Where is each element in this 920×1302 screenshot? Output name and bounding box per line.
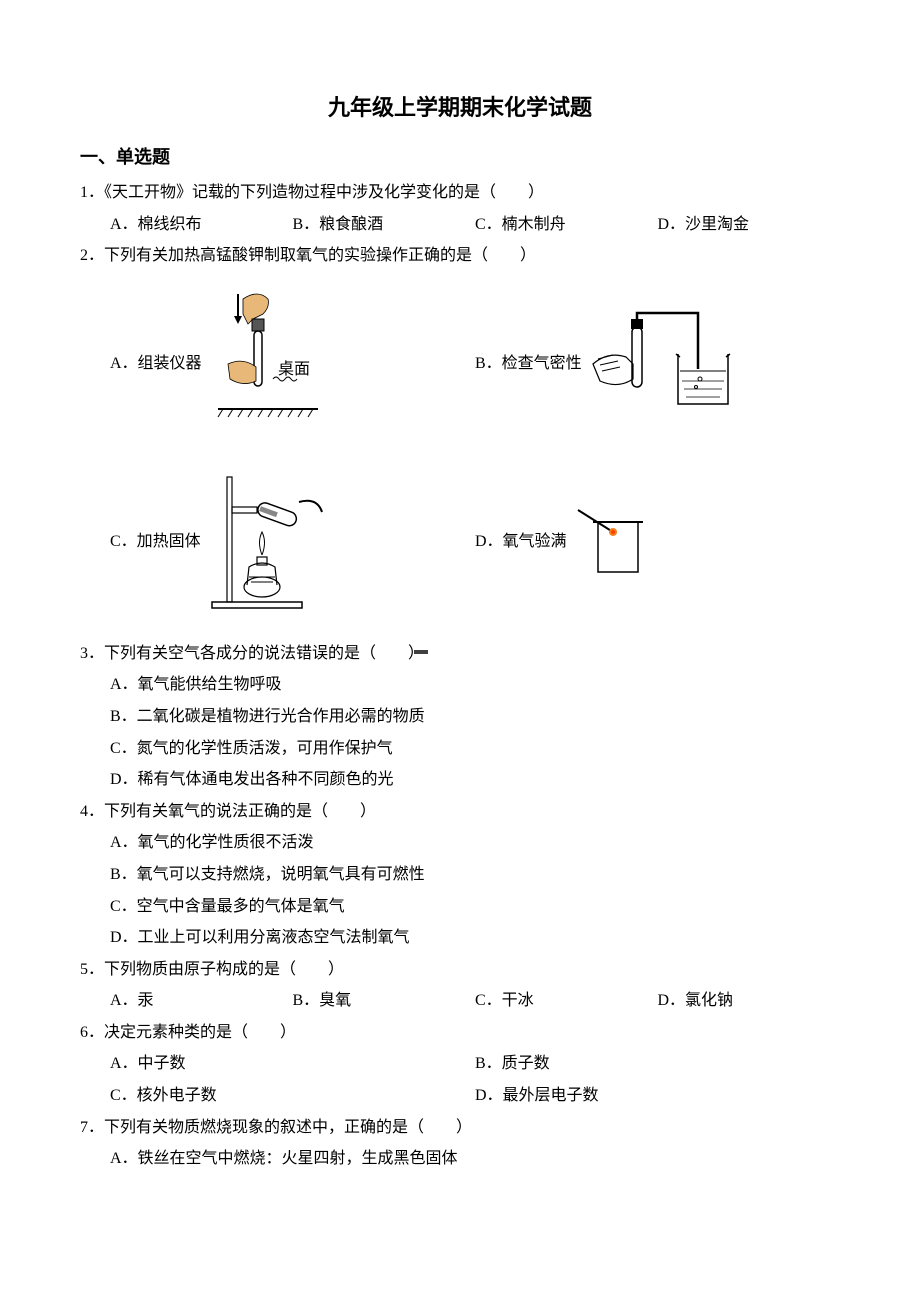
- q6-stem: 6．决定元素种类的是（ ）: [80, 1020, 840, 1046]
- q4-stem: 4．下列有关氧气的说法正确的是（ ）: [80, 799, 840, 825]
- q2-a-label: A．组装仪器: [110, 351, 202, 377]
- q1-option-d: D．沙里淘金: [658, 212, 841, 238]
- q2-stem: 2．下列有关加热高锰酸钾制取氧气的实验操作正确的是（ ）: [80, 243, 840, 269]
- q2-c-label: C．加热固体: [110, 529, 201, 555]
- page-marker-icon: [414, 650, 428, 654]
- heat-solid-icon: [207, 467, 337, 617]
- q4-option-c: C．空气中含量最多的气体是氧气: [110, 894, 840, 920]
- q3-option-d: D．稀有气体通电发出各种不同颜色的光: [110, 767, 840, 793]
- q1-stem: 1．《天工开物》记载的下列造物过程中涉及化学变化的是（ ）: [80, 180, 840, 206]
- question-1: 1．《天工开物》记载的下列造物过程中涉及化学变化的是（ ） A．棉线织布 B．粮…: [80, 180, 840, 237]
- q6-option-d: D．最外层电子数: [475, 1083, 840, 1109]
- assemble-apparatus-icon: 桌面: [208, 289, 328, 439]
- q7-option-a: A．铁丝在空气中燃烧：火星四射，生成黑色固体: [110, 1146, 840, 1172]
- q2-option-a: A．组装仪器 桌面: [110, 275, 475, 453]
- q1-option-b: B．粮食酿酒: [293, 212, 476, 238]
- q5-option-a: A．汞: [110, 988, 293, 1014]
- q7-stem: 7．下列有关物质燃烧现象的叙述中，正确的是（ ）: [80, 1115, 840, 1141]
- q3-option-c: C．氮气的化学性质活泼，可用作保护气: [110, 736, 840, 762]
- q3-option-b: B．二氧化碳是植物进行光合作用必需的物质: [110, 704, 840, 730]
- q1-option-a: A．棉线织布: [110, 212, 293, 238]
- q1-option-c: C．楠木制舟: [475, 212, 658, 238]
- q5-option-c: C．干冰: [475, 988, 658, 1014]
- q4-option-a: A．氧气的化学性质很不活泼: [110, 830, 840, 856]
- q2-b-label: B．检查气密性: [475, 351, 582, 377]
- q5-option-b: B．臭氧: [293, 988, 476, 1014]
- q6-option-c: C．核外电子数: [110, 1083, 475, 1109]
- section-heading-1: 一、单选题: [80, 143, 840, 172]
- q3-stem: 3．下列有关空气各成分的说法错误的是（ ）: [80, 641, 840, 667]
- question-2: 2．下列有关加热高锰酸钾制取氧气的实验操作正确的是（ ） A．组装仪器: [80, 243, 840, 631]
- q6-option-a: A．中子数: [110, 1051, 475, 1077]
- q5-stem: 5．下列物质由原子构成的是（ ）: [80, 957, 840, 983]
- oxygen-full-check-icon: [573, 502, 653, 582]
- q2-option-c: C．加热固体: [110, 453, 475, 631]
- q3-option-a: A．氧气能供给生物呼吸: [110, 672, 840, 698]
- q5-option-d: D．氯化钠: [658, 988, 841, 1014]
- q6-option-b: B．质子数: [475, 1051, 840, 1077]
- question-5: 5．下列物质由原子构成的是（ ） A．汞 B．臭氧 C．干冰 D．氯化钠: [80, 957, 840, 1014]
- page-title: 九年级上学期期末化学试题: [80, 90, 840, 125]
- q2-option-b: B．检查气密性: [475, 275, 840, 453]
- question-3: 3．下列有关空气各成分的说法错误的是（ ） A．氧气能供给生物呼吸 B．二氧化碳…: [80, 641, 840, 793]
- check-airtight-icon: [588, 309, 748, 419]
- q4-option-d: D．工业上可以利用分离液态空气法制氧气: [110, 925, 840, 951]
- q4-option-b: B．氧气可以支持燃烧，说明氧气具有可燃性: [110, 862, 840, 888]
- q2-option-d: D．氧气验满: [475, 453, 840, 631]
- question-7: 7．下列有关物质燃烧现象的叙述中，正确的是（ ） A．铁丝在空气中燃烧：火星四射…: [80, 1115, 840, 1172]
- question-6: 6．决定元素种类的是（ ） A．中子数 B．质子数 C．核外电子数 D．最外层电…: [80, 1020, 840, 1109]
- q2-d-label: D．氧气验满: [475, 529, 567, 555]
- desk-label: 桌面: [278, 360, 310, 378]
- question-4: 4．下列有关氧气的说法正确的是（ ） A．氧气的化学性质很不活泼 B．氧气可以支…: [80, 799, 840, 951]
